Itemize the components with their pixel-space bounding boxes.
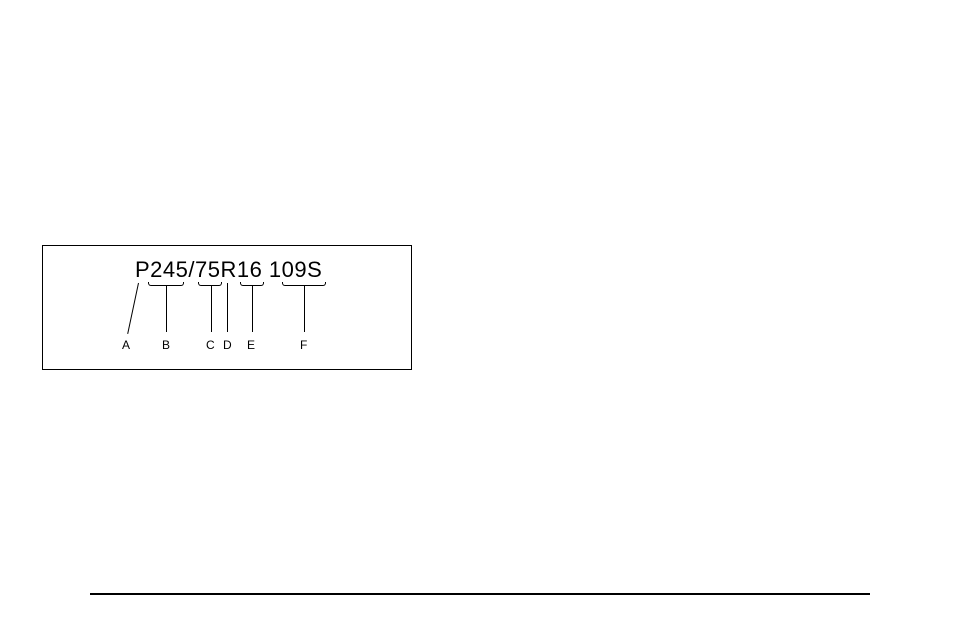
- bracket-c: [198, 282, 222, 286]
- leader-b: [166, 286, 167, 332]
- label-b: B: [162, 338, 170, 352]
- label-d: D: [223, 338, 232, 352]
- leader-c: [211, 286, 212, 332]
- leader-d: [227, 283, 228, 332]
- label-c: C: [206, 338, 215, 352]
- label-f: F: [300, 338, 307, 352]
- page-bottom-rule: [90, 593, 870, 595]
- tire-size-code: P245/75R16 109S: [135, 257, 322, 283]
- label-e: E: [247, 338, 255, 352]
- leader-f: [304, 286, 305, 332]
- leader-e: [252, 286, 253, 332]
- label-a: A: [122, 338, 130, 352]
